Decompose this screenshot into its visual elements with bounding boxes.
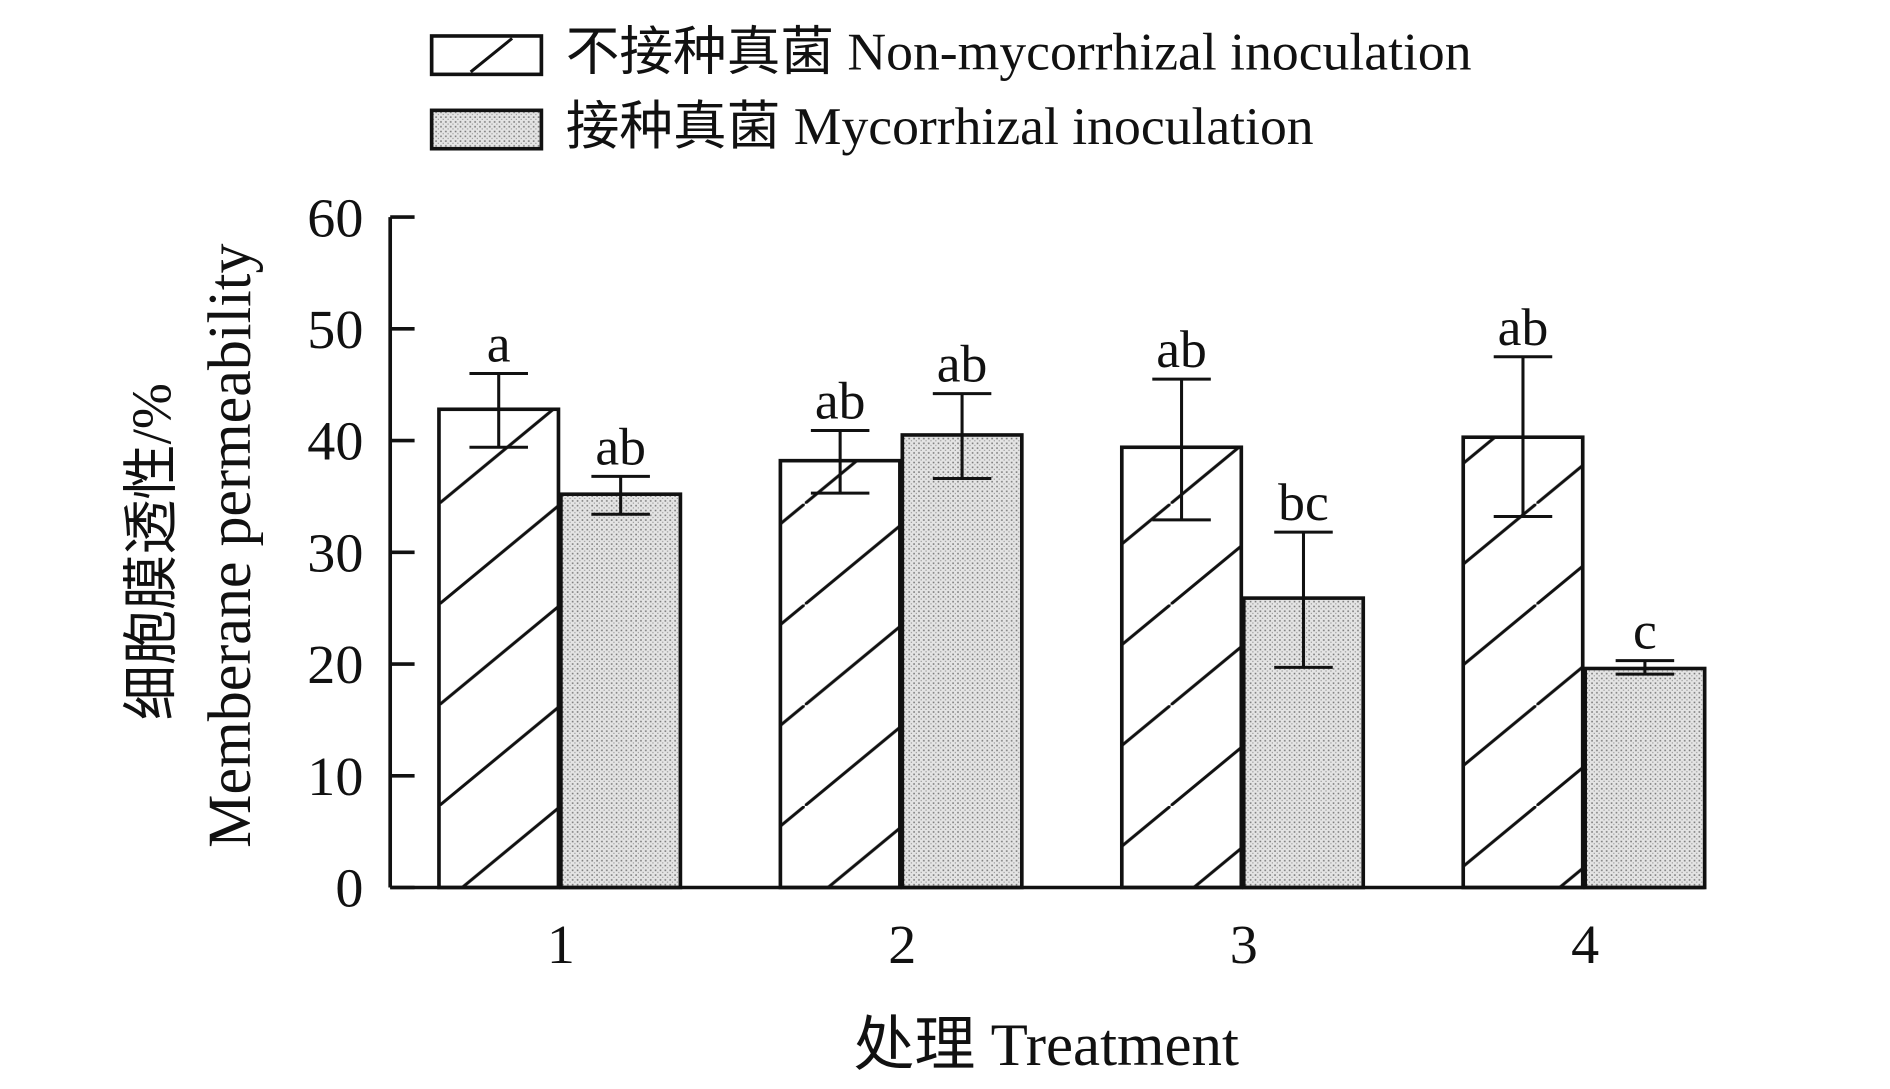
x-tick-label: 1 [547,914,575,975]
significance-label: ab [1498,298,1549,357]
legend: 不接种真菌 Non-mycorrhizal inoculation 接种真菌 My… [429,23,1472,156]
significance-label: ab [937,335,988,394]
legend-hatch-line [469,37,514,74]
y-axis-title-en: Memberane permeability [197,244,265,848]
bar-non-mycorrhizal-1 [437,407,561,890]
legend-label: 不接种真菌 Non-mycorrhizal inoculation [566,23,1472,82]
y-tick-label: 30 [307,523,363,584]
bar-mycorrhizal-2 [900,433,1024,890]
y-tick-label: 20 [307,635,363,696]
legend-swatch-dots [429,108,544,151]
bar-non-mycorrhizal-2 [778,458,902,890]
legend-swatch-hatch [429,34,544,77]
significance-label: ab [815,372,866,431]
significance-label: c [1633,602,1657,661]
bar-mycorrhizal-1 [559,492,683,890]
legend-label: 接种真菌 Mycorrhizal inoculation [566,97,1314,156]
significance-label: a [487,315,511,374]
y-tick-label: 0 [335,858,363,919]
y-tick-label: 50 [307,299,363,360]
x-tick-label: 2 [888,914,916,975]
y-axis-title-cn: 细胞膜透性/% [121,383,184,720]
x-tick-label: 4 [1571,914,1599,975]
significance-label: ab [595,418,646,477]
significance-label: ab [1156,320,1207,379]
y-tick-label: 60 [307,188,363,249]
significance-label: bc [1278,474,1329,533]
bar-non-mycorrhizal-3 [1119,445,1244,890]
x-axis-title: 处理 Treatment [853,1012,1239,1078]
y-tick-label: 40 [307,411,363,472]
x-tick-label: 3 [1230,914,1258,975]
bar-mycorrhizal-4 [1583,666,1707,890]
y-tick-label: 10 [307,746,363,807]
